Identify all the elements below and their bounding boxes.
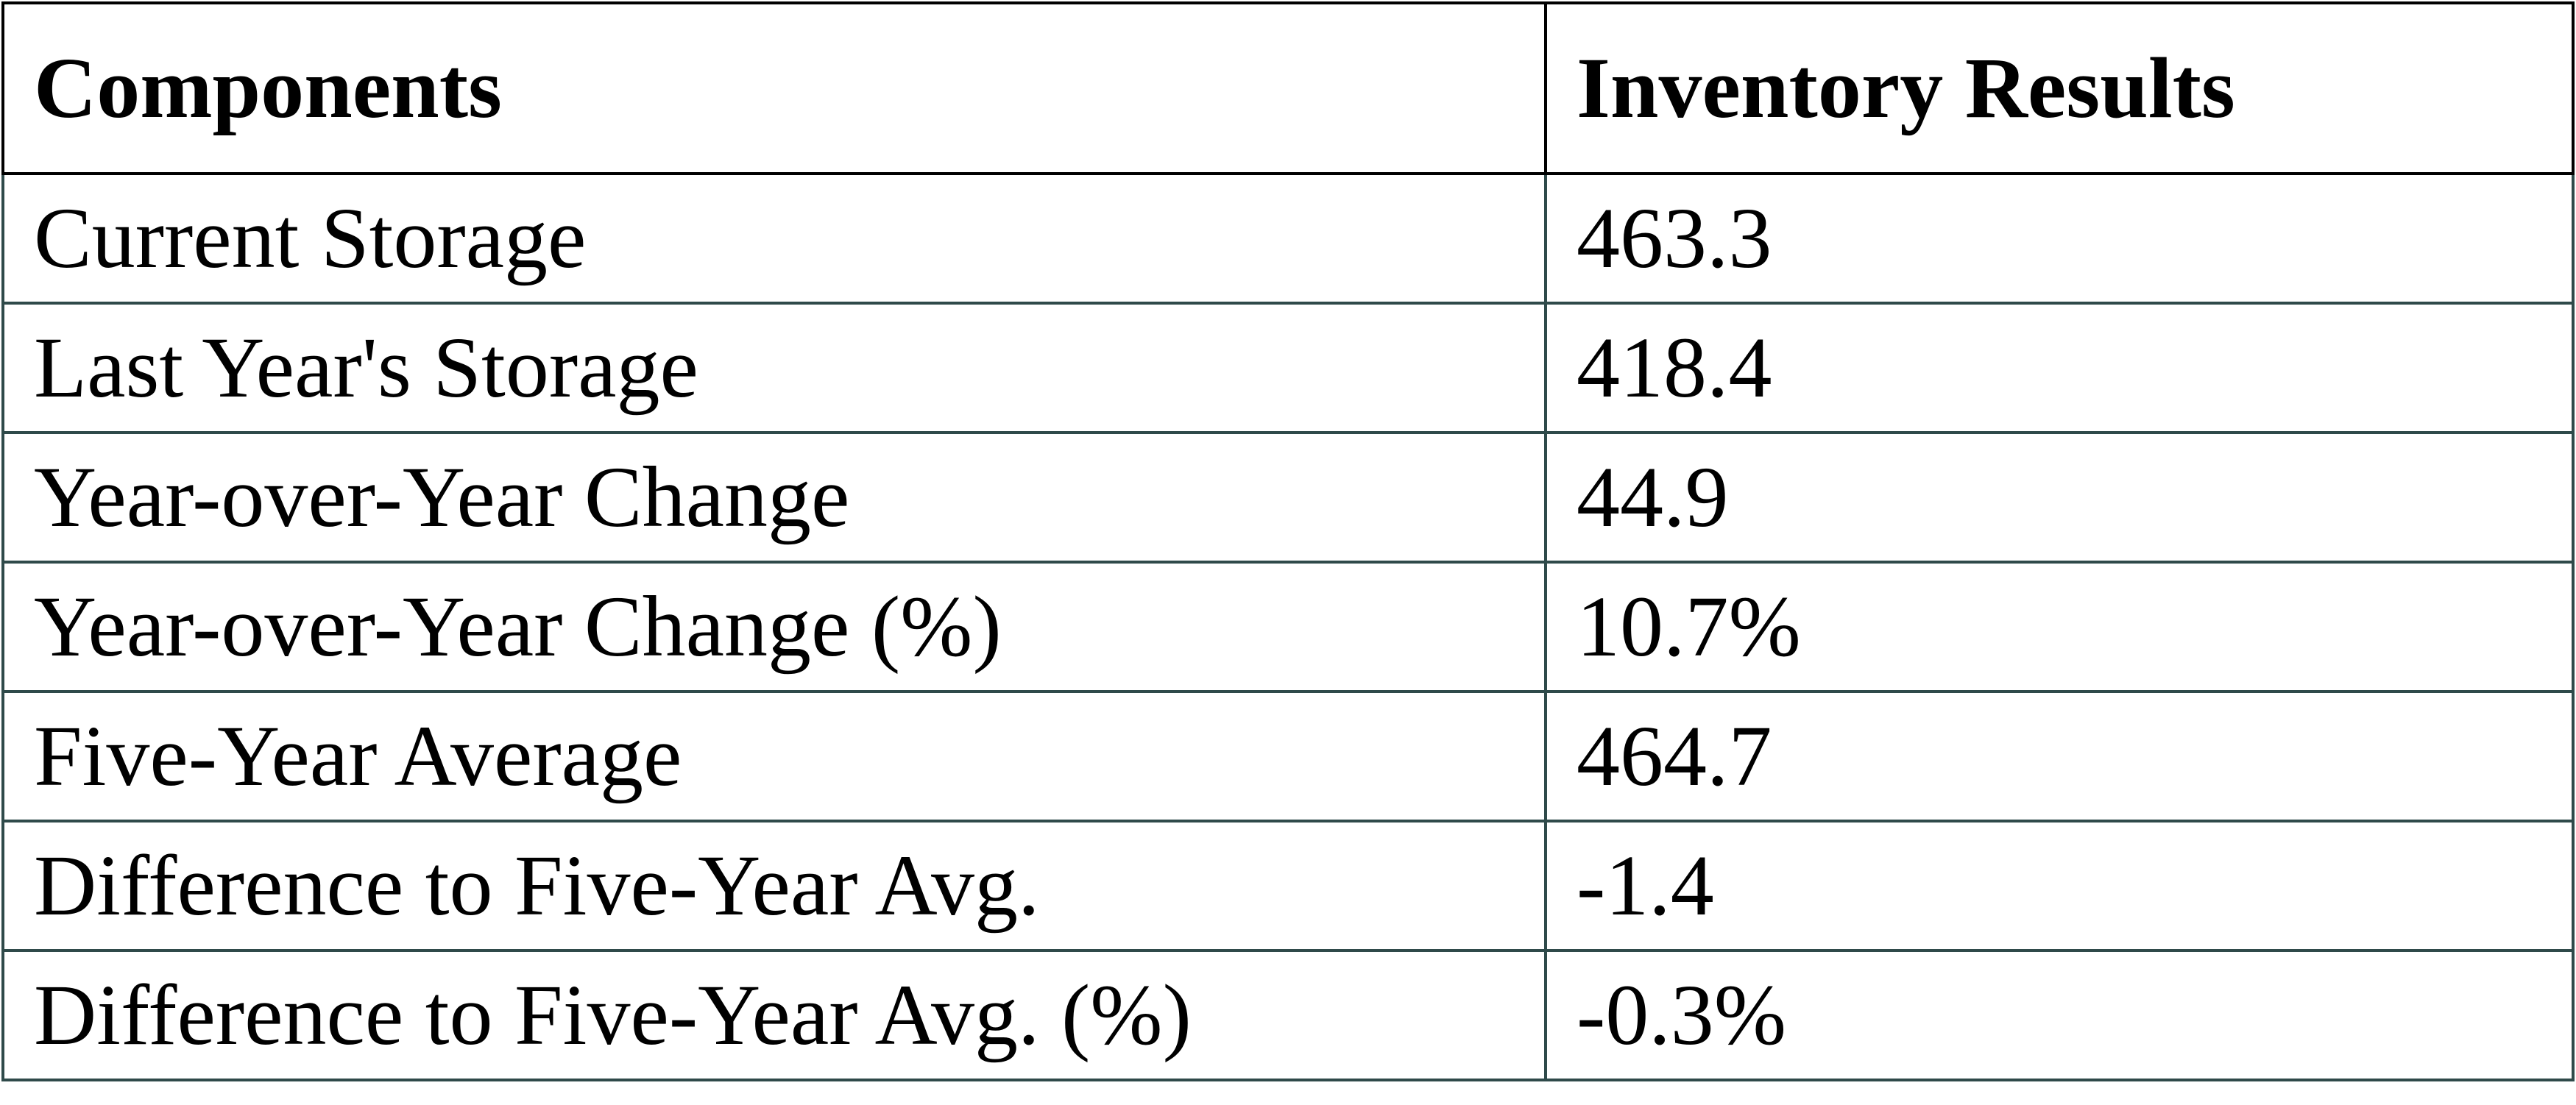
result-cell: -0.3%: [1544, 949, 2575, 1081]
table-row: Difference to Five-Year Avg. (%) -0.3%: [1, 949, 2575, 1081]
component-cell: Last Year's Storage: [1, 302, 1547, 434]
header-cell: Components: [1, 1, 1547, 175]
result-cell: 463.3: [1544, 172, 2575, 305]
result-cell: 418.4: [1544, 302, 2575, 434]
table-row: Current Storage 463.3: [1, 172, 2575, 305]
component-cell: Difference to Five-Year Avg.: [1, 820, 1547, 952]
result-cell: 44.9: [1544, 431, 2575, 564]
component-cell: Five-Year Average: [1, 690, 1547, 822]
result-cell: -1.4: [1544, 820, 2575, 952]
table-row: Year-over-Year Change (%) 10.7%: [1, 561, 2575, 693]
table-row: Year-over-Year Change 44.9: [1, 431, 2575, 564]
table-row: Five-Year Average 464.7: [1, 690, 2575, 822]
header-cell: Inventory Results: [1544, 1, 2575, 175]
inventory-table: Components Inventory Results Current Sto…: [1, 1, 2575, 1081]
component-cell: Difference to Five-Year Avg. (%): [1, 949, 1547, 1081]
table-body: Current Storage 463.3 Last Year's Storage 4…: [1, 172, 2575, 1081]
result-cell: 10.7%: [1544, 561, 2575, 693]
component-cell: Current Storage: [1, 172, 1547, 305]
table-row: Last Year's Storage 418.4: [1, 302, 2575, 434]
table-row: Difference to Five-Year Avg. -1.4: [1, 820, 2575, 952]
header-row: Components Inventory Results: [1, 1, 2575, 175]
component-cell: Year-over-Year Change (%): [1, 561, 1547, 693]
component-cell: Year-over-Year Change: [1, 431, 1547, 564]
result-cell: 464.7: [1544, 690, 2575, 822]
